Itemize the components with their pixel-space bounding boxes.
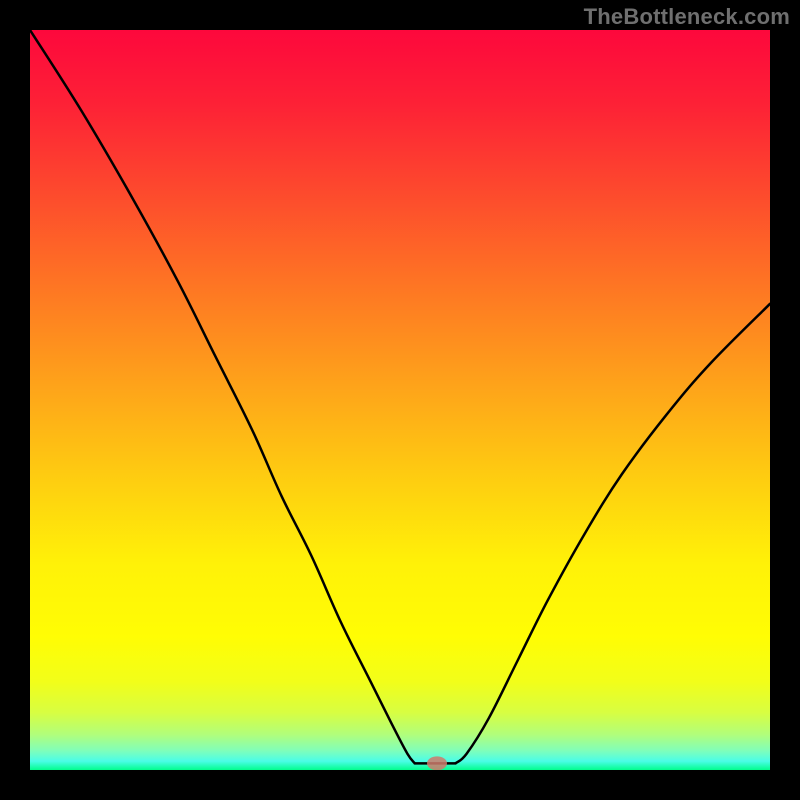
attribution-text: TheBottleneck.com — [584, 4, 790, 30]
chart-frame: TheBottleneck.com — [0, 0, 800, 800]
chart-svg — [30, 30, 770, 770]
optimal-marker — [427, 756, 447, 770]
chart-plot-area — [30, 30, 770, 770]
gradient-background — [30, 30, 770, 770]
